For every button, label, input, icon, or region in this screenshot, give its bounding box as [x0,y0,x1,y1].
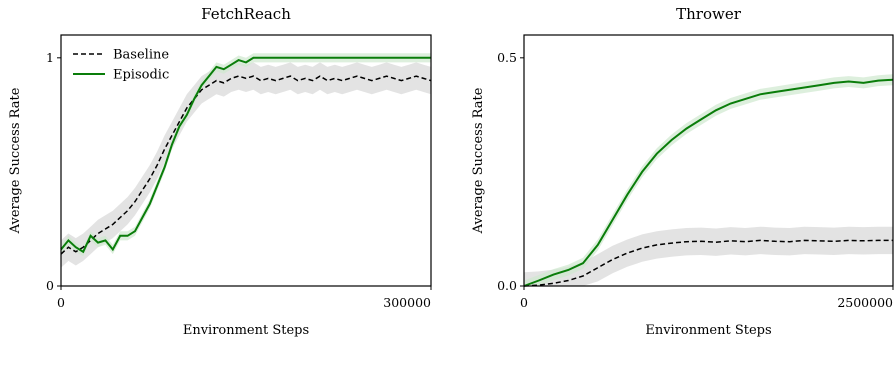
series-line-baseline [60,75,432,255]
y-tick-label: 0.5 [497,50,517,65]
y-tick-label: 0 [46,278,54,293]
chart-title: FetchReach [201,5,291,23]
chart-panel-2: 0.0 0.5 0 2500000 Thrower Environment Steps Av… [471,5,894,338]
legend-label-episodic: Episodic [113,68,169,83]
legend: Baseline Episodic [69,41,187,85]
chart-panel-1: 0 1 0 300000 FetchReach Environment Steps Aver… [8,5,432,338]
series-line-episodic [523,78,894,287]
series-line-baseline [523,239,893,287]
series-line-episodic [60,56,431,254]
x-tick-label: 0 [57,295,65,310]
x-axis-label: Environment Steps [645,323,771,338]
x-tick-label: 300000 [383,295,431,310]
confidence-band-baseline [61,62,431,268]
y-tick-label: 1 [46,50,54,65]
x-tick-label: 0 [520,295,528,310]
y-axis-label: Average Success Rate [8,87,23,234]
chart-title: Thrower [676,5,742,23]
plot-frame [60,34,432,287]
plot-frame [523,34,894,287]
legend-label-baseline: Baseline [113,48,169,63]
x-tick-label: 2500000 [837,295,893,310]
y-axis-label: Average Success Rate [471,87,486,234]
x-axis-label: Environment Steps [183,323,309,338]
confidence-band-episodic [524,74,893,286]
confidence-band-baseline [524,226,893,286]
y-tick-label: 0.0 [497,278,517,293]
